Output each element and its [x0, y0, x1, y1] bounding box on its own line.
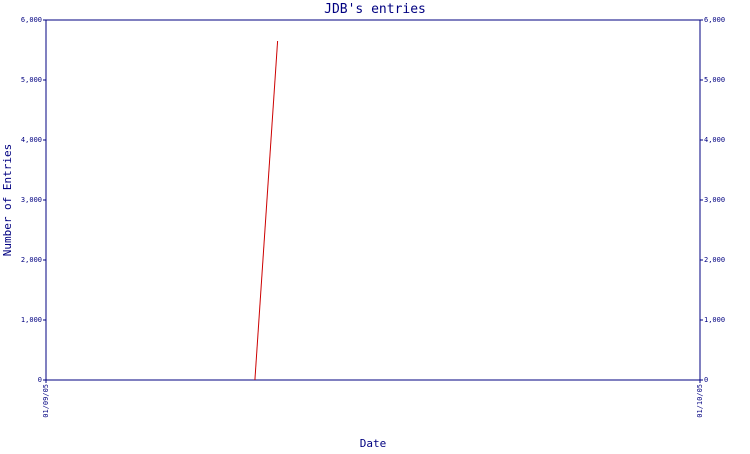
y-tick-label-right: 5,000 — [704, 76, 725, 84]
x-tick-label: 01/09/05 — [42, 384, 50, 418]
y-tick-label-left: 6,000 — [21, 16, 42, 24]
y-tick-label-right: 3,000 — [704, 196, 725, 204]
y-tick-label-right: 1,000 — [704, 316, 725, 324]
y-tick-label-left: 2,000 — [21, 256, 42, 264]
plot-area-frame — [45, 19, 701, 381]
y-axis-label: Number of Entries — [1, 144, 14, 257]
y-tick-label-right: 6,000 — [704, 16, 725, 24]
x-tick-label: 01/10/05 — [696, 384, 704, 418]
x-axis-label: Date — [360, 437, 387, 450]
chart-title: JDB's entries — [324, 2, 426, 17]
y-tick-label-right: 4,000 — [704, 136, 725, 144]
y-tick-label-left: 1,000 — [21, 316, 42, 324]
y-tick-label-right: 0 — [704, 376, 708, 384]
series-group — [254, 40, 279, 381]
x-axis: 01/09/05 01/10/05 — [42, 380, 704, 418]
y-axis-right: 0 1,000 2,000 3,000 4,000 5,000 6,000 — [700, 16, 725, 384]
y-tick-label-right: 2,000 — [704, 256, 725, 264]
y-tick-label-left: 4,000 — [21, 136, 42, 144]
y-axis-left: 0 1,000 2,000 3,000 4,000 5,000 6,000 — [21, 16, 46, 384]
y-tick-label-left: 5,000 — [21, 76, 42, 84]
entries-line — [254, 40, 279, 381]
y-tick-label-left: 3,000 — [21, 196, 42, 204]
y-tick-label-left: 0 — [38, 376, 42, 384]
